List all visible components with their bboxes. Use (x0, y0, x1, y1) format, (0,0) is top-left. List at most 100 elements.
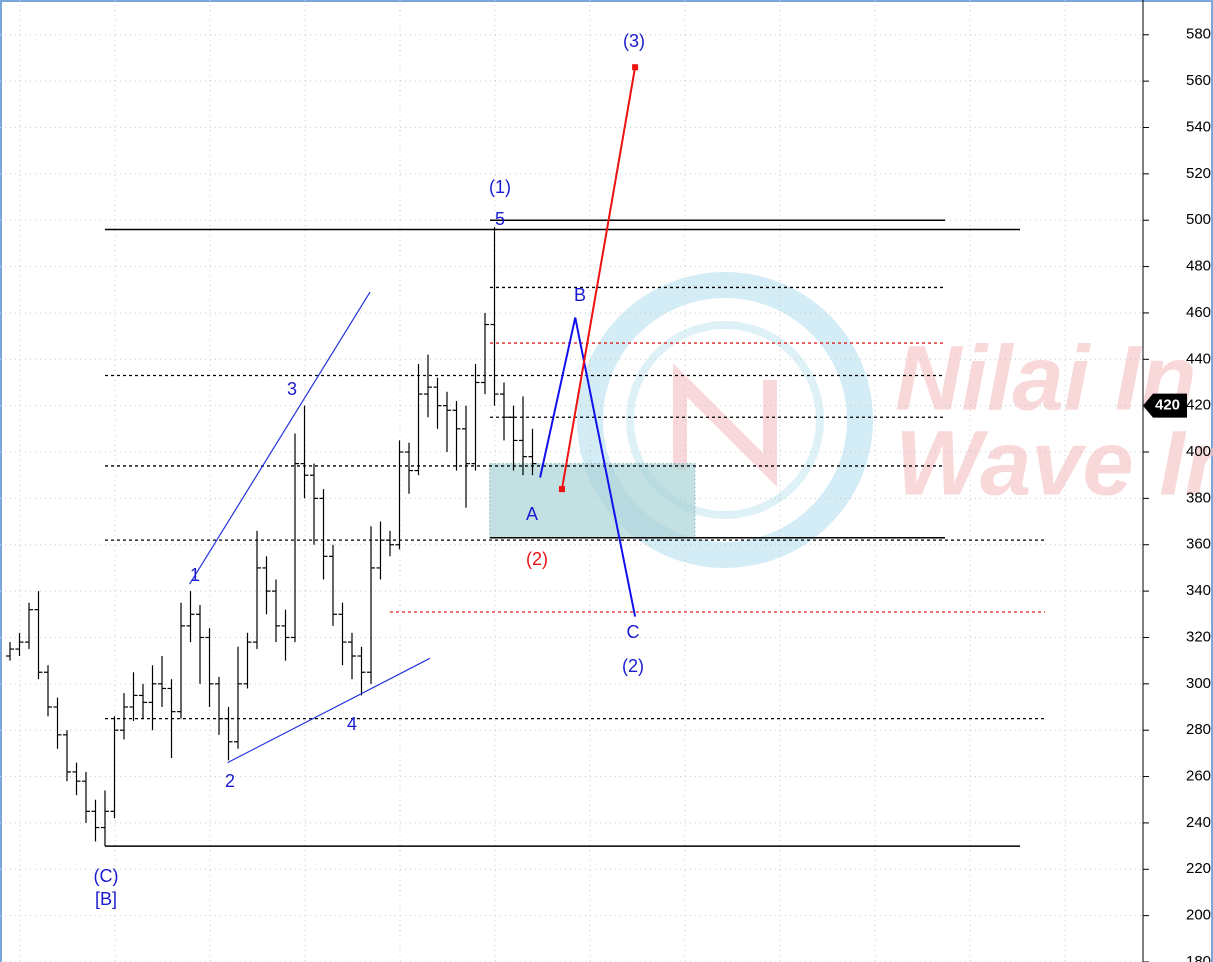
ohlc-bar (443, 391, 451, 453)
y-tick-label: 320 (1186, 628, 1211, 645)
ohlc-bar (196, 605, 204, 684)
y-tick-label: 300 (1186, 675, 1211, 692)
y-tick-label: 240 (1186, 814, 1211, 831)
y-tick-label: 200 (1186, 907, 1211, 924)
y-tick-label: 460 (1186, 304, 1211, 321)
wave-line (227, 657, 431, 764)
last-price-label: 420 (1155, 397, 1180, 414)
ohlc-bar (110, 716, 119, 819)
ohlc-bar (72, 762, 81, 796)
ohlc-bar (205, 628, 214, 708)
y-tick-label: 480 (1186, 258, 1211, 275)
wave-label: (2) (526, 549, 548, 569)
ohlc-bar (63, 730, 71, 782)
logo-ring (626, 321, 824, 519)
y-tick-label: 440 (1186, 350, 1211, 367)
wave-label: (C) (94, 866, 119, 886)
ohlc-bar (177, 602, 185, 719)
ohlc-bar (53, 697, 62, 749)
ohlc-bar (490, 227, 499, 406)
ohlc-bar (471, 363, 480, 471)
wave-label: C (627, 622, 640, 642)
y-tick-label: 220 (1186, 860, 1211, 877)
wave-label: 2 (225, 771, 235, 791)
ohlc-bar (158, 656, 166, 708)
ohlc-bar (462, 405, 470, 508)
wave-label: B (574, 285, 586, 305)
ohlc-bar (253, 530, 261, 650)
ohlc-bar (291, 433, 299, 643)
wave-line (539, 317, 637, 617)
ohlc-bar (414, 363, 423, 476)
ohlc-bar (148, 665, 157, 731)
wave-label: 3 (287, 379, 297, 399)
wave-label: (1) (489, 177, 511, 197)
y-tick-label: 420 (1186, 397, 1211, 414)
ohlc-bar (281, 609, 290, 661)
last-price-tag (1143, 393, 1187, 418)
watermark-text: Nilai In (895, 327, 1197, 429)
wave-label: [B] (95, 889, 117, 909)
ohlc-bar (120, 693, 128, 740)
wave-label: (3) (623, 31, 645, 51)
y-tick-label: 380 (1186, 489, 1211, 506)
ohlc-bar (44, 665, 52, 717)
ohlc-bar (262, 556, 271, 615)
watermark-text: Wave In (895, 412, 1213, 514)
ohlc-bar (386, 530, 394, 557)
ohlc-bar (405, 442, 413, 494)
y-tick-label: 580 (1186, 26, 1211, 43)
ohlc-bar (234, 646, 242, 749)
ohlc-bar (139, 683, 147, 719)
ohlc-bar (348, 632, 356, 680)
wave-label: A (526, 504, 538, 524)
ohlc-bar (310, 463, 318, 545)
ohlc-bar (329, 544, 337, 626)
ohlc-bar (272, 579, 280, 643)
ohlc-bar (82, 771, 90, 823)
wave-point (558, 486, 565, 493)
wave-label: 1 (190, 565, 200, 585)
y-tick-label: 520 (1186, 165, 1211, 182)
ohlc-bar (6, 642, 14, 661)
ohlc-bar (319, 489, 328, 580)
wave-label: 5 (495, 209, 505, 229)
ohlc-bar (34, 591, 43, 680)
ohlc-bar (186, 591, 195, 643)
ohlc-bar (338, 602, 347, 666)
wave-line (560, 67, 637, 490)
ohlc-bar (243, 632, 252, 689)
ohlc-bar (500, 382, 508, 441)
y-tick-label: 400 (1186, 443, 1211, 460)
ohlc-bar (452, 401, 461, 471)
y-tick-label: 360 (1186, 536, 1211, 553)
ohlc-bar (424, 354, 432, 418)
ohlc-bar (509, 405, 518, 471)
ohlc-bar (528, 428, 537, 476)
wave-label: (2) (622, 656, 644, 676)
logo-mark (673, 363, 777, 487)
y-tick-label: 540 (1186, 118, 1211, 135)
y-tick-label: 280 (1186, 721, 1211, 738)
ohlc-bar (167, 679, 176, 759)
ohlc-bar (395, 440, 404, 550)
ohlc-bar (357, 646, 366, 696)
ohlc-bar (91, 799, 100, 842)
ohlc-bar (481, 312, 489, 395)
y-tick-label: 560 (1186, 72, 1211, 89)
ohlc-bar (215, 676, 223, 735)
y-tick-label: 500 (1186, 211, 1211, 228)
y-tick-label: 260 (1186, 768, 1211, 785)
ohlc-bar (101, 790, 109, 847)
target-zone (489, 463, 696, 539)
ohlc-bar (367, 526, 375, 684)
ohlc-bar (300, 405, 309, 499)
ohlc-bar (376, 521, 385, 580)
ohlc-bar (224, 707, 233, 761)
y-tick-label: 180 (1186, 953, 1211, 962)
wave-point (632, 64, 639, 71)
y-tick-label: 340 (1186, 582, 1211, 599)
ohlc-bar (129, 672, 138, 721)
